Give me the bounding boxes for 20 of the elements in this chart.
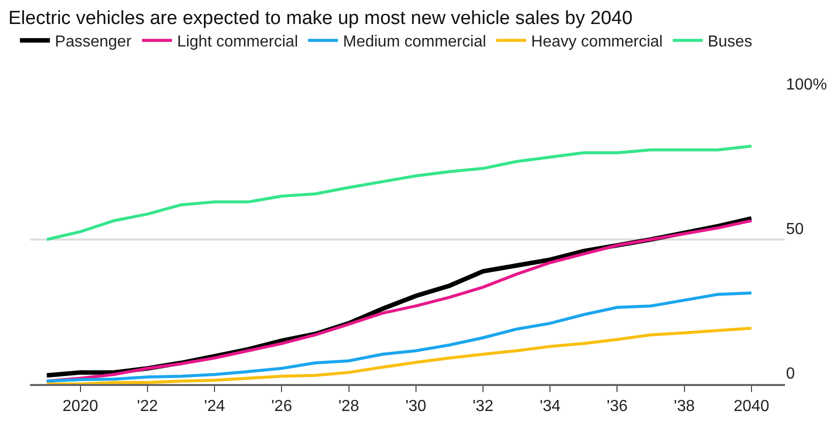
x-tick-label: '28 — [338, 398, 360, 415]
x-tick-label: '36 — [606, 398, 628, 415]
x-tick-label: '22 — [137, 398, 158, 415]
x-tick-label: '26 — [271, 398, 292, 415]
x-tick-label: '24 — [204, 398, 226, 415]
chart-title: Electric vehicles are expected to make up most new vehicle sales by 2040 — [8, 8, 633, 30]
y-tick-label: 50 — [786, 220, 804, 238]
legend-label: Passenger — [54, 34, 132, 51]
x-tick-label: 2020 — [62, 398, 98, 415]
legend-label: Medium commercial — [343, 34, 486, 51]
y-tick-label: 100% — [786, 76, 827, 94]
legend-label: Heavy commercial — [531, 34, 663, 51]
x-tick-label: '32 — [472, 398, 494, 415]
x-tick-label: '30 — [405, 398, 426, 415]
legend-label: Buses — [708, 34, 752, 51]
x-tick-label: '38 — [674, 398, 695, 415]
x-tick-label: '34 — [540, 398, 561, 415]
x-tick-label: 2040 — [734, 398, 770, 415]
legend-label: Light commercial — [177, 34, 298, 51]
y-tick-label: 0 — [786, 365, 795, 382]
